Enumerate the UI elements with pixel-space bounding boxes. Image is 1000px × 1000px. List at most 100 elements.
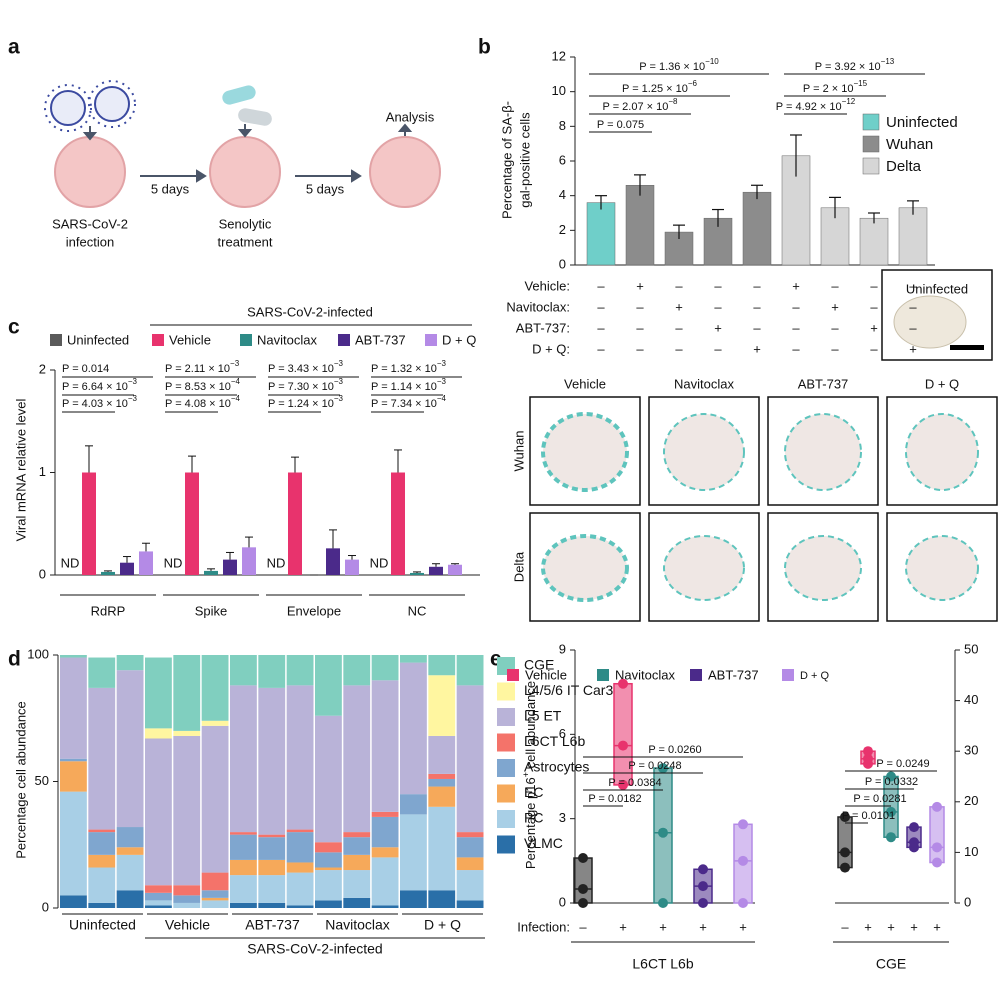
legend-swatch bbox=[690, 669, 702, 681]
virus-icon bbox=[44, 80, 136, 132]
bar-segment bbox=[400, 794, 427, 815]
bar-segment bbox=[315, 870, 342, 901]
x-tick-label: Spike bbox=[195, 603, 228, 618]
bar-segment bbox=[173, 655, 201, 731]
bar-segment bbox=[343, 897, 371, 908]
x-tick-label: Vehicle bbox=[165, 917, 210, 933]
point bbox=[618, 740, 628, 751]
point bbox=[698, 864, 708, 875]
legend-swatch bbox=[152, 334, 164, 346]
bar-segment bbox=[116, 890, 144, 908]
p-value: P = 3.43 × 10−3 bbox=[268, 359, 344, 375]
bar-segment bbox=[371, 655, 399, 681]
row-label: Delta bbox=[511, 551, 526, 582]
treatment-sign: + bbox=[714, 320, 722, 335]
p-value: P = 0.0281 bbox=[853, 793, 906, 805]
bar-segment bbox=[315, 715, 342, 843]
treatment-sign: – bbox=[792, 299, 800, 314]
organoid bbox=[54, 136, 441, 208]
y2-tick-label: 50 bbox=[964, 641, 978, 656]
point bbox=[618, 779, 628, 790]
legend-label: Navitoclax bbox=[257, 332, 317, 347]
y-tick-label: 6 bbox=[559, 726, 566, 741]
point bbox=[698, 898, 708, 908]
row-label: Infection: bbox=[517, 919, 570, 934]
treatment-sign: – bbox=[753, 278, 761, 293]
bar bbox=[139, 551, 153, 575]
treatment-sign: + bbox=[675, 299, 683, 314]
p-value: P = 2.11 × 10−3 bbox=[165, 359, 240, 375]
bar-segment bbox=[230, 685, 257, 833]
micrographs: Uninfected bbox=[881, 269, 993, 361]
treatment-sign: – bbox=[909, 299, 917, 314]
p-value: P = 1.24 × 10−3 bbox=[268, 394, 344, 410]
bar-segment bbox=[315, 867, 342, 871]
legend-swatch bbox=[425, 334, 437, 346]
bar-segment bbox=[428, 735, 456, 774]
step-label: infection bbox=[66, 234, 114, 249]
step-label: treatment bbox=[218, 234, 273, 249]
bar-segment bbox=[371, 905, 399, 908]
p-value: P = 1.36 × 10−10 bbox=[639, 57, 719, 73]
bar-segment bbox=[286, 862, 314, 873]
bar-segment bbox=[286, 655, 314, 686]
interval-label: 5 days bbox=[151, 181, 190, 196]
y2-tick-label: 20 bbox=[964, 793, 978, 808]
y-axis-label: Percentage p16+ cell abundance bbox=[521, 681, 538, 869]
y-tick-label: 4 bbox=[559, 187, 566, 202]
value-label: ND bbox=[61, 555, 80, 570]
treatment-sign: – bbox=[831, 278, 839, 293]
point bbox=[578, 853, 588, 864]
panel-label: b bbox=[478, 36, 491, 59]
treatment-sign: – bbox=[870, 299, 878, 314]
point bbox=[738, 819, 748, 830]
legend-swatch bbox=[50, 334, 62, 346]
p-value: P = 0.075 bbox=[597, 119, 644, 131]
panel-label: c bbox=[8, 316, 20, 339]
point bbox=[932, 842, 942, 853]
y2-tick-label: 30 bbox=[964, 743, 978, 758]
legend-label: VLMC bbox=[524, 835, 563, 851]
p-value-exponent: −3 bbox=[128, 394, 138, 403]
infection-sign: – bbox=[841, 919, 849, 934]
y-tick-label: 6 bbox=[559, 152, 566, 167]
p-value-text: P = 2.07 × 10 bbox=[603, 101, 669, 113]
point bbox=[840, 847, 850, 858]
treatment-label: Navitoclax: bbox=[506, 299, 570, 314]
bar-segment bbox=[145, 900, 172, 906]
group-label: CGE bbox=[876, 956, 906, 972]
legend-label: Uninfected bbox=[886, 114, 958, 131]
bar-segment bbox=[173, 902, 201, 908]
p-value: P = 0.0248 bbox=[628, 760, 681, 772]
bar-segment bbox=[428, 675, 456, 736]
bar bbox=[223, 559, 237, 575]
column-label: ABT-737 bbox=[798, 376, 849, 391]
point bbox=[738, 898, 748, 908]
tissue bbox=[663, 535, 745, 601]
legend-label: L6CT L6b bbox=[524, 733, 585, 749]
p-value-exponent: −3 bbox=[334, 359, 344, 368]
bar-segment bbox=[343, 854, 371, 871]
x-tick-label: D + Q bbox=[424, 917, 461, 933]
tissue bbox=[784, 413, 862, 491]
treatment-sign: + bbox=[909, 341, 917, 356]
y-label-sup: + bbox=[521, 772, 531, 777]
bar-segment bbox=[60, 761, 87, 792]
treatment-sign: – bbox=[714, 299, 722, 314]
point bbox=[658, 898, 668, 908]
legend-label: D + Q bbox=[800, 670, 829, 682]
infection-sign: + bbox=[887, 919, 895, 934]
schematic: SARS-CoV-2 infection Senolytic treatment… bbox=[44, 80, 441, 249]
tissue bbox=[905, 413, 979, 491]
treatment-sign: – bbox=[909, 320, 917, 335]
bar-segment bbox=[201, 720, 229, 726]
bar bbox=[742, 191, 772, 266]
p-value: P = 1.25 × 10−6 bbox=[622, 79, 698, 95]
p-value: P = 8.53 × 10−4 bbox=[165, 377, 241, 393]
treatment-sign: – bbox=[870, 341, 878, 356]
y-axis-label: Viral mRNA relative level bbox=[13, 398, 28, 541]
bar-segment bbox=[428, 890, 456, 908]
treatment-sign: – bbox=[792, 341, 800, 356]
p-value: P = 0.0101 bbox=[842, 810, 895, 822]
bar-segment bbox=[343, 685, 371, 833]
